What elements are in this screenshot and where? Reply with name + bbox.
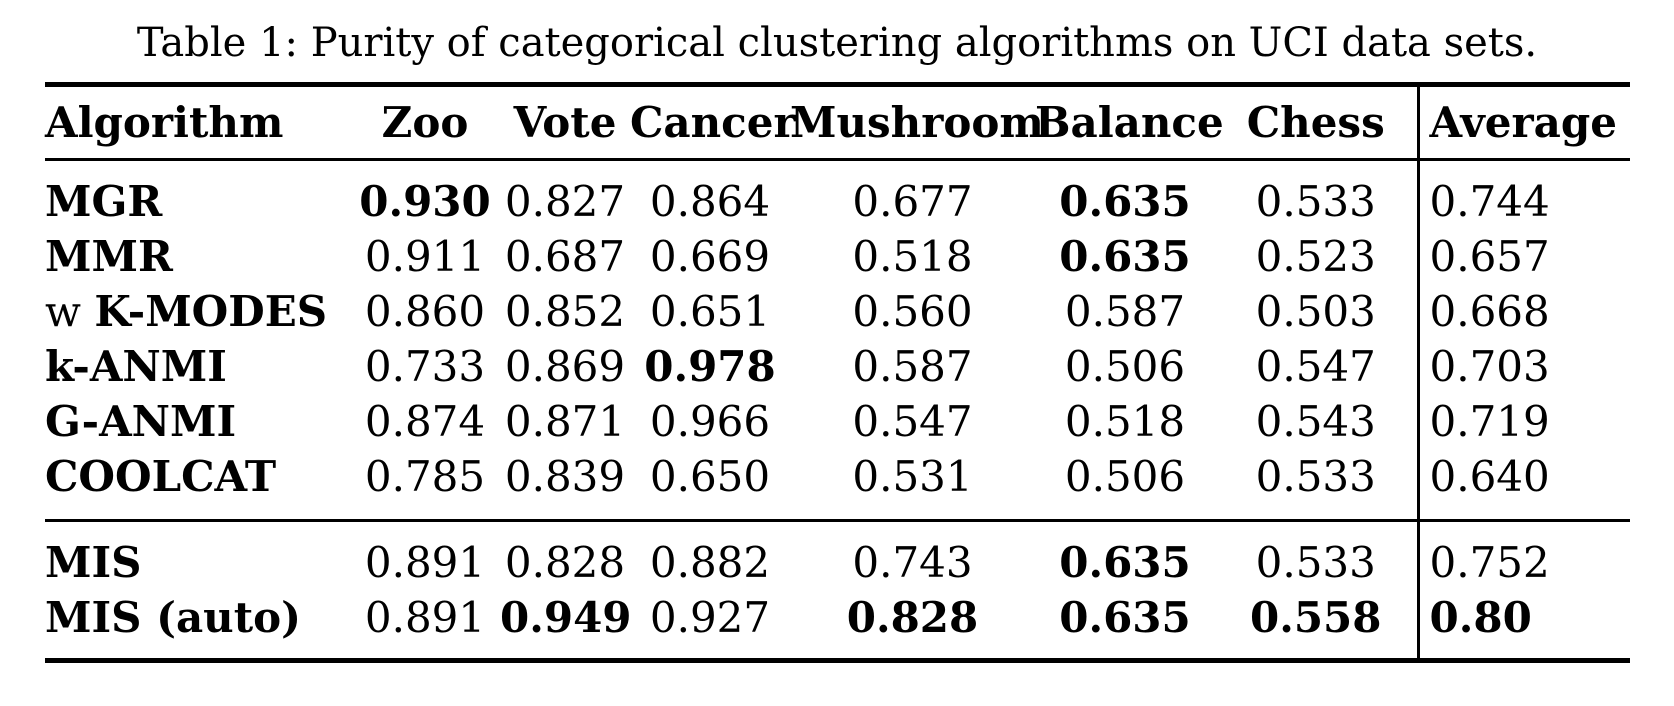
value-cell: 0.882 — [630, 519, 790, 590]
algorithm-label: w K-MODES — [45, 284, 350, 339]
value-cell: 0.651 — [649, 287, 771, 336]
table-row: MMR 0.911 0.687 0.669 0.518 0.635 0.523 0.657 — [45, 229, 1630, 284]
value-cell: 0.518 — [852, 232, 973, 281]
value-cell: 0.785 — [364, 452, 486, 501]
value-cell: 0.827 — [504, 177, 626, 226]
value-cell: 0.927 — [649, 593, 771, 642]
table-row: MIS 0.891 0.828 0.882 0.743 0.635 0.533 0.752 — [45, 519, 1630, 590]
col-header-cancer: Cancer — [630, 84, 796, 161]
value-cell: 0.743 — [790, 519, 1035, 590]
value-cell: 0.640 — [1416, 449, 1630, 521]
value-cell: 0.852 — [504, 287, 626, 336]
value-cell: 0.891 — [350, 519, 500, 590]
value-cell: 0.891 — [364, 593, 486, 642]
value-cell: 0.860 — [364, 287, 486, 336]
table-row: MGR 0.930 0.827 0.864 0.677 0.635 0.533 0.744 — [45, 159, 1630, 230]
value-cell: 0.687 — [504, 232, 626, 281]
col-header-average: Average — [1416, 84, 1630, 161]
value-cell: 0.911 — [364, 232, 486, 281]
col-header-vote: Vote — [500, 84, 630, 161]
value-cell: 0.949 — [500, 593, 632, 642]
header-row: Algorithm Zoo Vote Cancer Mushroom Balan… — [45, 84, 1630, 161]
value-cell: 0.978 — [644, 342, 776, 391]
algorithm-name: COOLCAT — [45, 452, 277, 501]
algorithm-label: COOLCAT — [45, 449, 350, 521]
table-row: COOLCAT 0.785 0.839 0.650 0.531 0.506 0.533 0.6… — [45, 449, 1630, 521]
col-header-chess: Chess — [1215, 84, 1418, 161]
col-header-balance: Balance — [1035, 84, 1224, 161]
value-cell: 0.874 — [364, 397, 486, 446]
value-cell: 0.871 — [504, 397, 626, 446]
col-header-algorithm: Algorithm — [45, 84, 350, 161]
value-cell: 0.543 — [1255, 397, 1376, 446]
value-cell: 0.587 — [1064, 287, 1186, 336]
value-cell: 0.635 — [1035, 519, 1215, 590]
algorithm-name: k-ANMI — [45, 342, 227, 391]
value-cell: 0.635 — [1059, 593, 1191, 642]
value-cell: 0.587 — [852, 342, 973, 391]
value-cell: 0.506 — [1064, 452, 1186, 501]
value-cell: 0.752 — [1416, 519, 1630, 590]
algorithm-name: MIS (auto) — [45, 593, 301, 642]
value-cell: 0.828 — [846, 593, 979, 642]
value-cell: 0.719 — [1416, 394, 1630, 449]
value-cell: 0.869 — [504, 342, 626, 391]
value-cell: 0.506 — [1064, 342, 1186, 391]
value-cell: 0.531 — [852, 452, 973, 501]
value-cell: 0.533 — [1255, 452, 1376, 501]
value-cell: 0.518 — [1064, 397, 1186, 446]
algorithm-label: MIS (auto) — [45, 590, 350, 661]
results-table: Algorithm Zoo Vote Cancer Mushroom Balan… — [45, 82, 1630, 663]
algorithm-label: MMR — [45, 229, 350, 284]
algorithm-label: G-ANMI — [45, 394, 350, 449]
value-cell: 0.864 — [649, 177, 771, 226]
table-row: w K-MODES 0.860 0.852 0.651 0.560 0.587 0.503 0… — [45, 284, 1630, 339]
value-cell: 0.839 — [504, 452, 626, 501]
algorithm-name: G-ANMI — [45, 397, 237, 446]
value-cell: 0.533 — [1255, 177, 1376, 226]
value-cell: 0.703 — [1416, 339, 1630, 394]
col-header-zoo: Zoo — [350, 84, 500, 161]
table-row: G-ANMI 0.874 0.871 0.966 0.547 0.518 0.543 0.71… — [45, 394, 1630, 449]
value-cell: 0.668 — [1416, 284, 1630, 339]
algorithm-label-prefix: w — [45, 287, 95, 336]
algorithm-label: MGR — [45, 160, 350, 230]
table-row: k-ANMI 0.733 0.869 0.978 0.587 0.506 0.547 0.70… — [45, 339, 1630, 394]
algorithm-name: MIS — [45, 538, 142, 587]
algorithm-name: MMR — [45, 232, 173, 281]
value-cell: 0.657 — [1416, 229, 1630, 284]
value-cell: 0.503 — [1255, 287, 1376, 336]
value-cell: 0.533 — [1215, 519, 1418, 590]
value-cell: 0.828 — [500, 519, 630, 590]
value-cell: 0.547 — [852, 397, 973, 446]
value-cell: 0.80 — [1416, 590, 1630, 661]
value-cell: 0.560 — [852, 287, 973, 336]
value-cell: 0.547 — [1255, 342, 1376, 391]
value-cell: 0.650 — [649, 452, 771, 501]
value-cell: 0.635 — [1059, 177, 1191, 226]
value-cell: 0.677 — [852, 177, 973, 226]
value-cell: 0.966 — [649, 397, 771, 446]
col-header-mushroom: Mushroom — [790, 84, 1044, 161]
value-cell: 0.930 — [359, 177, 491, 226]
table-caption: Table 1: Purity of categorical clusterin… — [136, 20, 1538, 66]
value-cell: 0.558 — [1249, 593, 1382, 642]
algorithm-label: MIS — [45, 519, 350, 590]
value-cell: 0.635 — [1059, 232, 1191, 281]
value-cell: 0.669 — [649, 232, 771, 281]
value-cell: 0.733 — [364, 342, 486, 391]
algorithm-name: K-MODES — [94, 287, 328, 336]
value-cell: 0.523 — [1255, 232, 1376, 281]
algorithm-name: MGR — [45, 177, 163, 226]
value-cell: 0.744 — [1416, 159, 1630, 229]
table-row: MIS (auto) 0.891 0.949 0.927 0.828 0.635 0.558… — [45, 590, 1630, 661]
algorithm-label: k-ANMI — [45, 339, 350, 394]
